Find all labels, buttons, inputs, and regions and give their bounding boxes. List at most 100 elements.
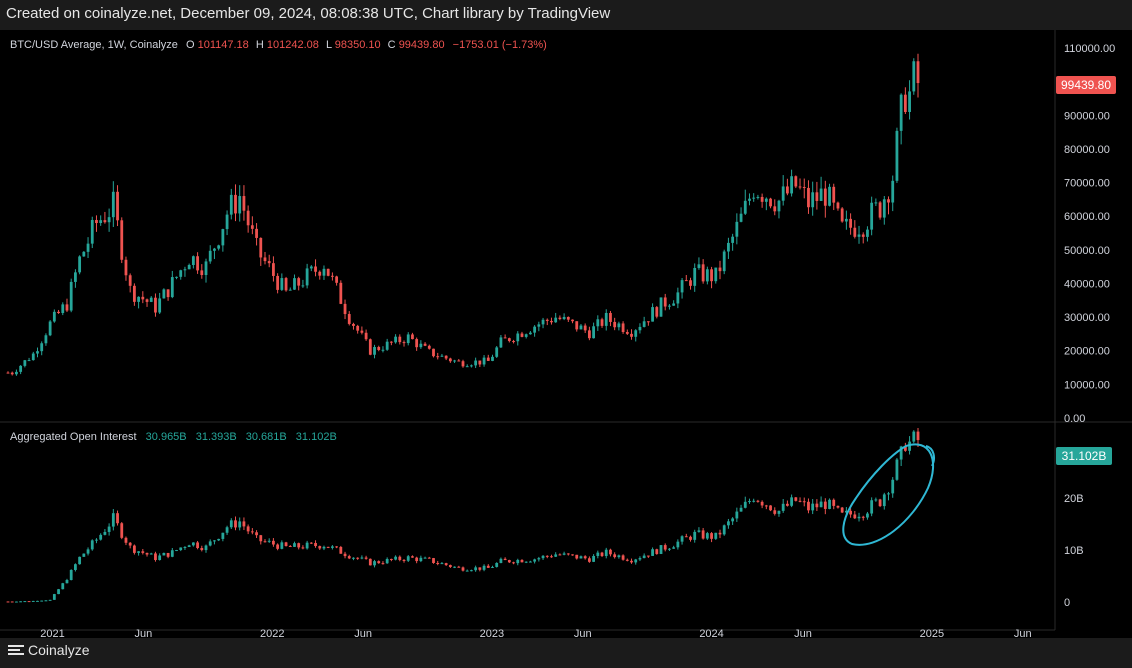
oi-candle	[82, 553, 86, 557]
price-candle	[857, 234, 861, 237]
oi-candle	[107, 526, 111, 532]
oi-candle	[436, 563, 440, 565]
oi-candle	[377, 561, 381, 564]
oi-legend[interactable]: Aggregated Open Interest 30.965B 31.393B…	[10, 431, 337, 443]
oi-candle	[609, 549, 612, 555]
price-candle	[887, 199, 890, 203]
oi-axis: 20B 10B 0	[1064, 493, 1084, 609]
oi-candle	[360, 557, 364, 559]
oi-candle	[183, 547, 187, 549]
oi-candle	[571, 554, 574, 556]
price-candle	[672, 303, 676, 306]
oi-candle	[613, 554, 617, 558]
oi-candle	[57, 589, 60, 595]
price-candle	[777, 200, 781, 212]
price-candle	[722, 251, 726, 272]
price-candle	[406, 334, 410, 344]
oi-candle	[61, 583, 65, 590]
price-candle	[111, 191, 115, 218]
price-candle	[899, 94, 903, 131]
price-candle	[861, 234, 865, 237]
price-axis-tick: 10000.00	[1064, 379, 1110, 391]
oi-candle	[550, 556, 553, 558]
oi-candle	[566, 553, 570, 555]
oi-candle	[255, 532, 258, 536]
oi-axis-tick: 20B	[1064, 493, 1084, 505]
chart-canvas[interactable]: 110000.00100000.0090000.0080000.0070000.…	[0, 30, 1132, 638]
oi-candle	[524, 561, 528, 563]
oi-candle	[764, 505, 768, 507]
time-axis-label: Jun	[794, 628, 812, 638]
oi-candle	[533, 559, 537, 562]
price-candle	[697, 264, 701, 268]
legend-open-value: 101147.18	[198, 39, 249, 51]
price-candle	[849, 218, 852, 228]
price-candle	[587, 330, 591, 339]
price-candle	[293, 278, 296, 290]
price-candle	[116, 191, 119, 221]
oi-candle	[31, 600, 35, 602]
price-candle	[853, 227, 857, 237]
oi-candle	[23, 601, 27, 603]
price-candle	[903, 94, 907, 112]
price-candle	[339, 282, 343, 304]
price-candle	[297, 278, 301, 286]
oi-candle	[259, 535, 263, 542]
oi-legend-name: Aggregated Open Interest	[10, 431, 137, 443]
oi-candle	[701, 530, 705, 539]
last-price-tag-label: 99439.80	[1061, 78, 1111, 92]
price-axis-tick: 30000.00	[1064, 312, 1110, 324]
oi-candle	[840, 507, 844, 513]
price-candle	[10, 372, 14, 375]
price-candle	[149, 297, 153, 302]
price-candle	[48, 321, 52, 336]
oi-candle	[802, 501, 806, 503]
price-candle	[52, 311, 56, 322]
oi-candle	[625, 559, 629, 561]
oi-candle	[600, 552, 604, 557]
price-candle	[179, 270, 183, 277]
brand-label: Coinalyze	[28, 642, 90, 658]
price-candle	[280, 278, 284, 290]
oi-legend-low: 30.681B	[246, 431, 287, 443]
oi-candle	[389, 558, 393, 560]
price-legend[interactable]: BTC/USD Average, 1W, Coinalyze O 101147.…	[10, 39, 547, 51]
price-candle	[474, 360, 478, 366]
price-candle	[440, 355, 444, 357]
oi-candle	[276, 544, 280, 549]
price-candle	[398, 336, 402, 343]
oi-candle	[790, 497, 794, 506]
oi-candle	[676, 541, 680, 548]
oi-candle	[773, 510, 777, 514]
price-candle	[225, 214, 229, 230]
oi-candle	[680, 536, 684, 542]
oi-candle	[630, 560, 633, 563]
price-candle	[23, 360, 27, 366]
price-candle	[533, 326, 537, 333]
price-candle	[655, 307, 659, 317]
price-candle	[423, 343, 427, 346]
price-candle	[356, 325, 360, 331]
oi-candle	[238, 521, 242, 528]
price-candle	[486, 357, 490, 361]
oi-candle	[221, 532, 225, 539]
oi-candle	[592, 555, 596, 562]
oi-candle	[444, 563, 448, 566]
brand-link[interactable]: Coinalyze	[8, 642, 89, 658]
oi-candle	[326, 546, 330, 548]
oi-candle	[242, 521, 246, 527]
price-candle	[512, 341, 515, 343]
oi-candle	[908, 441, 911, 451]
price-candle	[415, 339, 419, 348]
oi-candle	[849, 510, 852, 515]
oi-candle	[453, 566, 456, 568]
price-candle	[634, 330, 638, 337]
price-candle	[322, 268, 326, 276]
oi-candle	[6, 601, 10, 603]
oi-candle	[78, 556, 82, 565]
oi-candle	[512, 562, 515, 564]
oi-candle	[895, 459, 899, 480]
price-candle	[61, 304, 65, 314]
oi-candle	[368, 558, 372, 566]
price-candle	[187, 264, 191, 270]
